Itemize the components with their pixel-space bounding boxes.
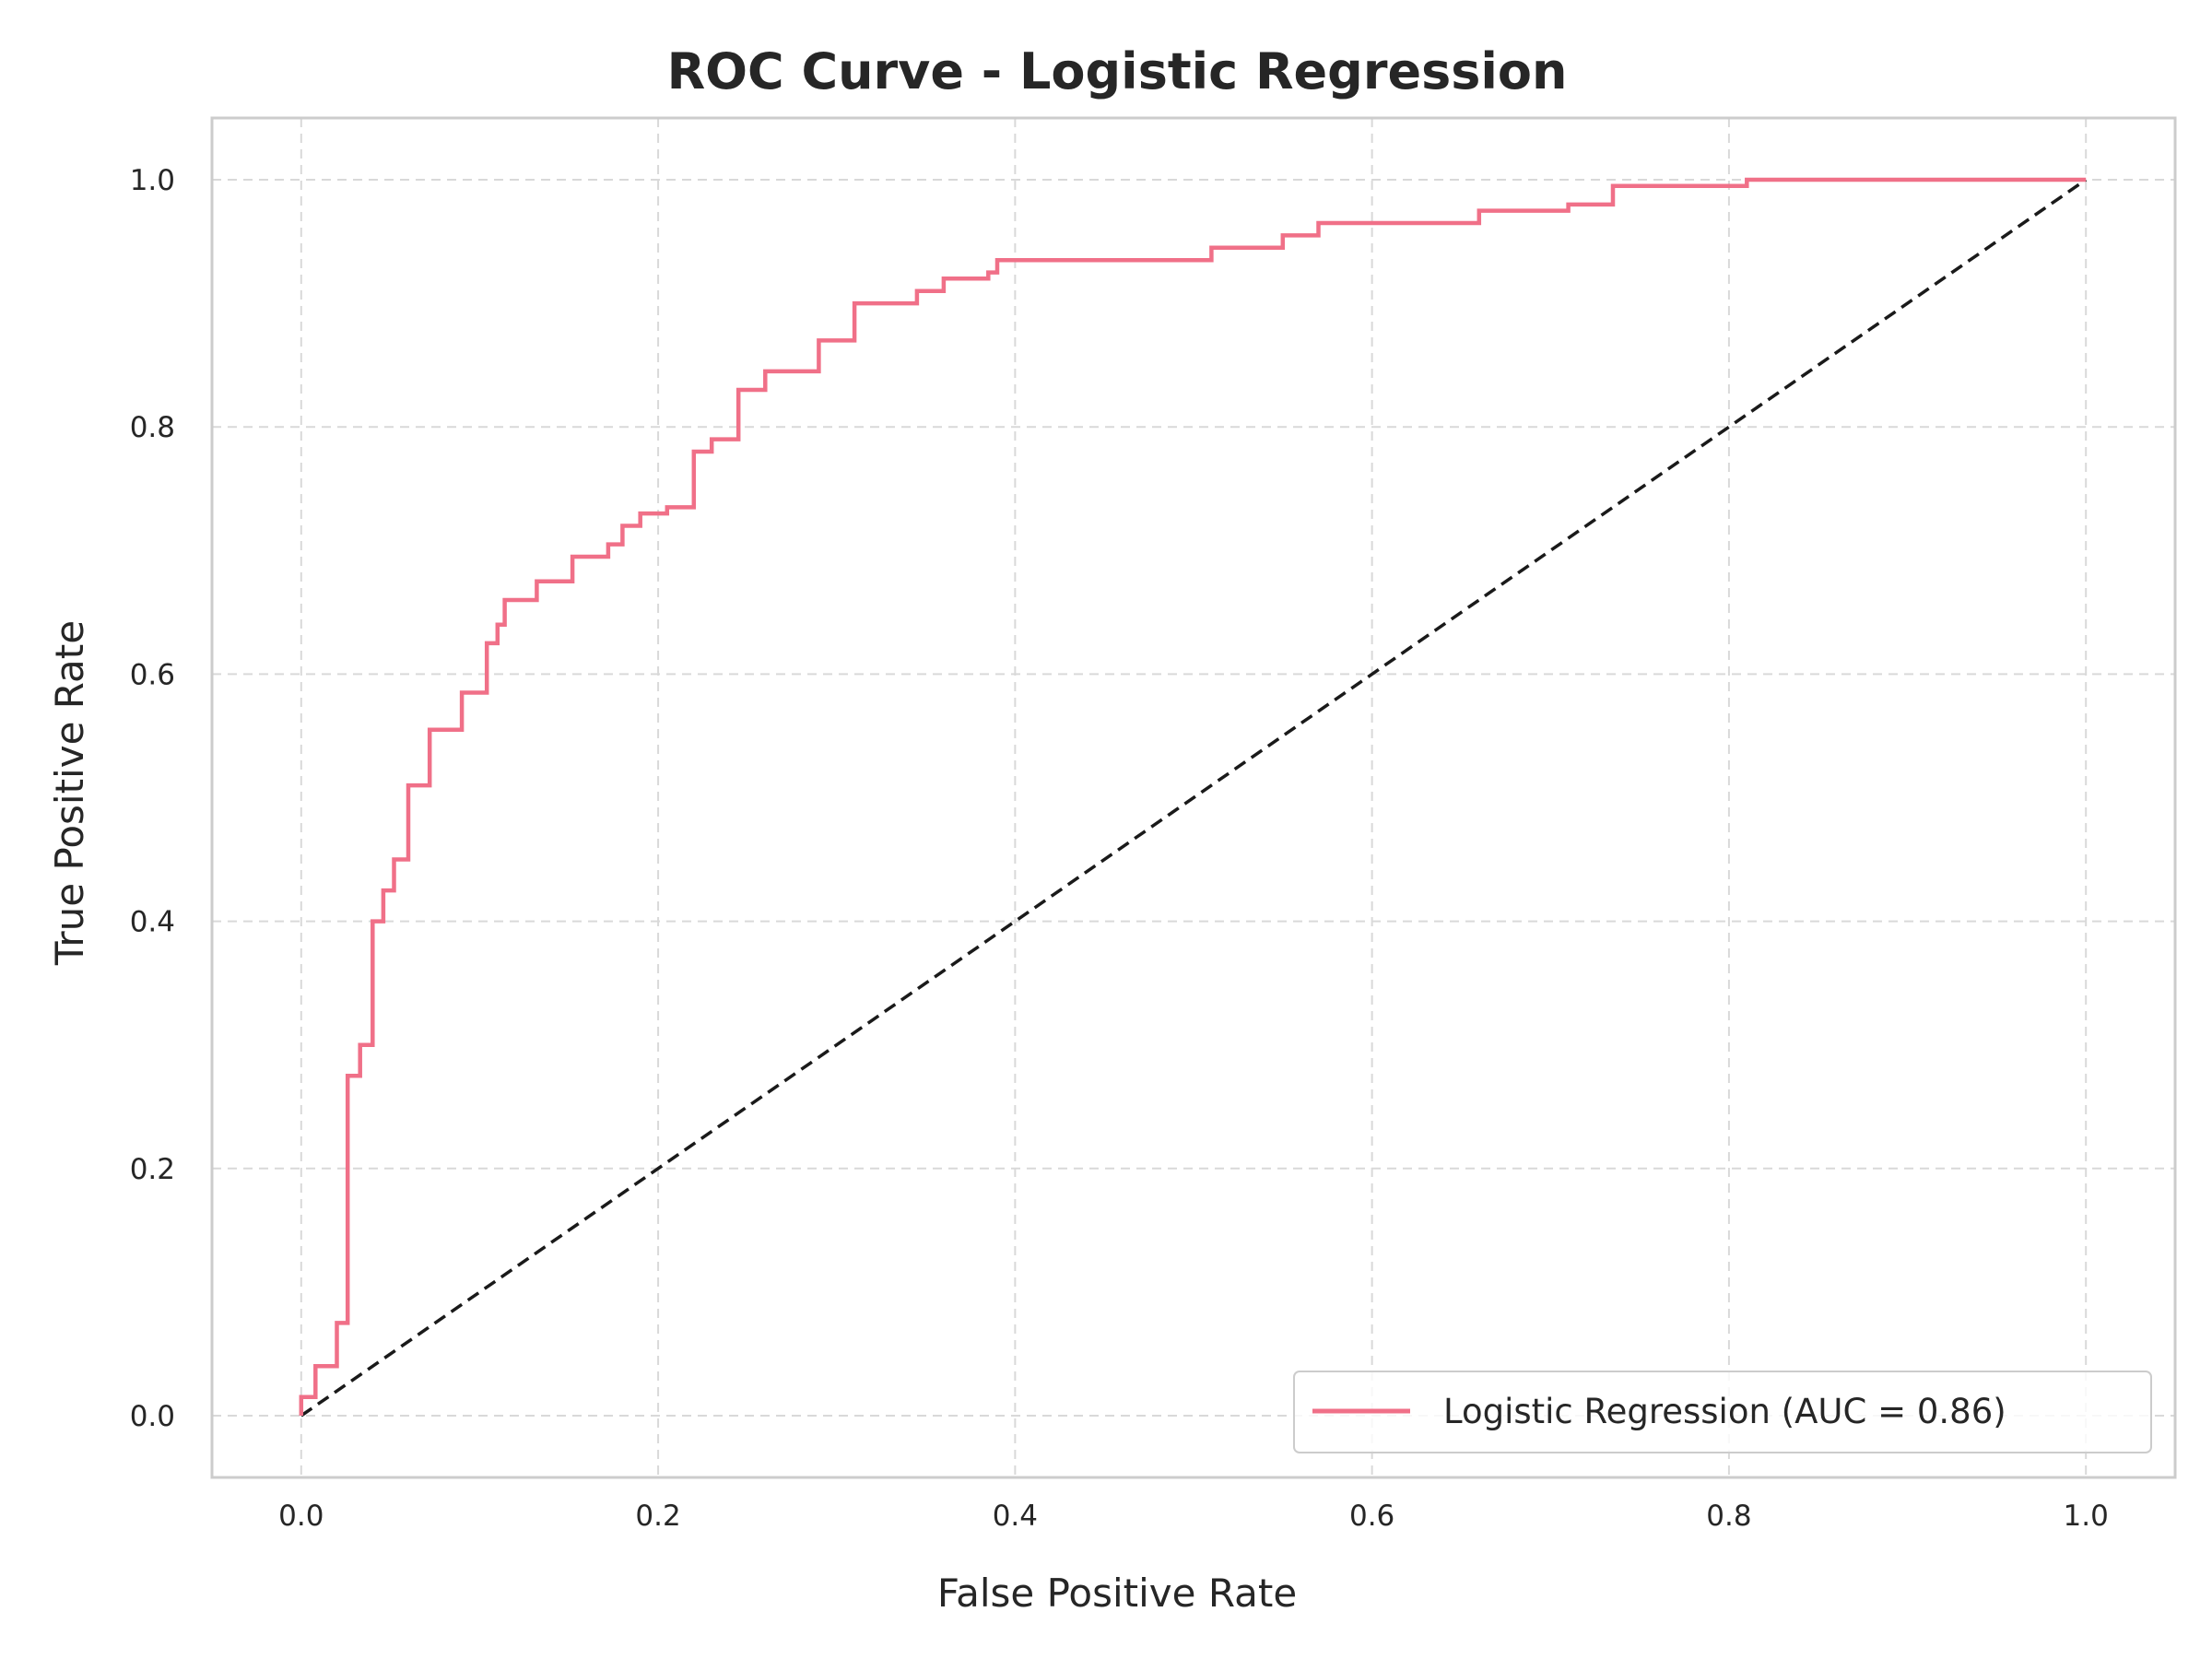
x-tick-label: 0.4 [993,1500,1038,1533]
y-tick-label: 0.0 [130,1400,175,1433]
x-axis-label: False Positive Rate [937,1571,1297,1616]
y-tick-label: 1.0 [130,164,175,197]
chart-title: ROC Curve - Logistic Regression [667,42,1568,100]
x-tick-label: 0.2 [635,1500,680,1533]
x-tick-label: 0.0 [278,1500,324,1533]
plot-frame [210,116,2177,1479]
legend-box [1293,1371,2152,1453]
x-tick-label: 0.6 [1349,1500,1394,1533]
legend-entry-logistic-regression: Logistic Regression (AUC = 0.86) [1443,1392,2006,1431]
y-tick-label: 0.8 [130,411,175,444]
y-axis-label: True Positive Rate [47,620,92,966]
x-tick-label: 0.8 [1706,1500,1751,1533]
roc-curve-line [299,177,2087,1416]
tick-labels: 0.0 0.2 0.4 0.6 0.8 1.0 0.0 0.2 0.4 0.6 0.8 1.0 [130,164,2109,1533]
legend: Logistic Regression (AUC = 0.86) [1293,1371,2152,1453]
y-tick-label: 0.2 [130,1153,175,1186]
chance-diagonal-line [300,178,2088,1418]
plot-series [299,177,2088,1418]
y-tick-label: 0.6 [130,658,175,691]
x-tick-label: 1.0 [2064,1500,2109,1533]
y-tick-label: 0.4 [130,906,175,939]
